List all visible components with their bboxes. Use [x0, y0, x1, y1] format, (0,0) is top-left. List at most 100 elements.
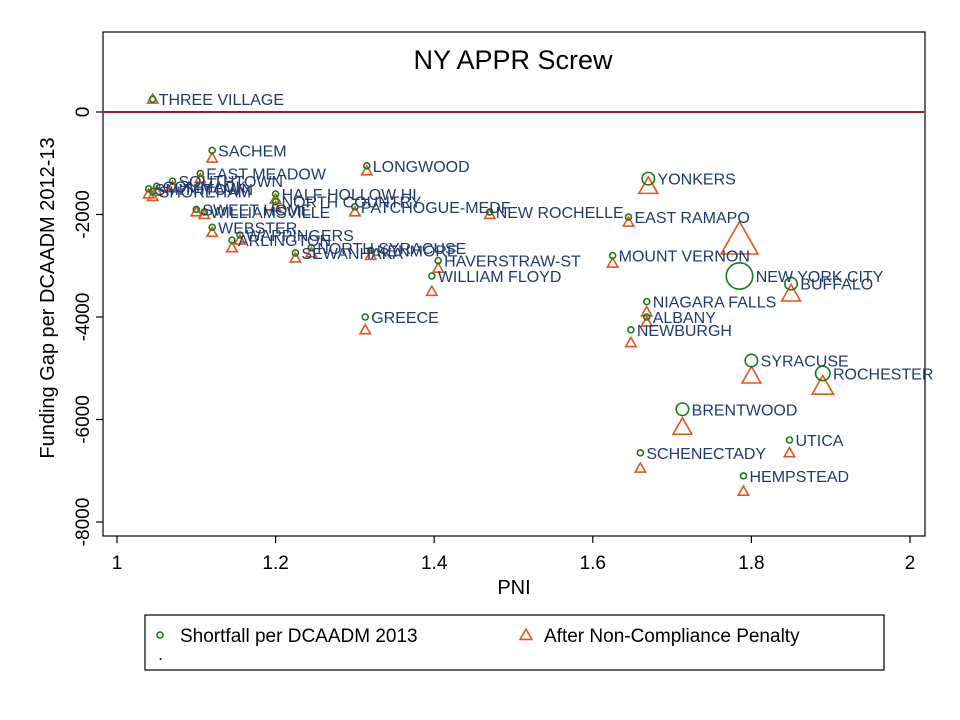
shortfall-point: [148, 95, 157, 103]
penalty-point: [269, 200, 283, 212]
penalty-point: [364, 248, 378, 261]
x-tick-label: 2: [905, 553, 916, 574]
shortfall-point: [784, 276, 799, 291]
shortfall-point: [366, 246, 375, 255]
shortfall-point: [200, 208, 209, 216]
point-label: EAST MEADOW: [206, 167, 327, 184]
point-label: SHOREHAM: [159, 184, 251, 201]
point-label: SCHENECTADY: [646, 446, 766, 463]
penalty-point: [225, 241, 239, 253]
y-tick-label: -6000: [73, 395, 94, 444]
point-label: HAVERSTRAW-ST: [444, 254, 581, 271]
point-label: UTICA: [795, 433, 843, 450]
y-axis: 0 -2000 -4000 -6000 -8000: [73, 107, 103, 547]
y-tick-label: -8000: [73, 498, 94, 547]
point-label: WEBSTER: [218, 220, 297, 237]
shortfall-point: [271, 190, 280, 198]
y-axis-title: Funding Gap per DCAADM 2012-13: [37, 137, 59, 458]
shortfall-point: [636, 449, 645, 457]
legend-box: [144, 614, 885, 671]
shortfall-point: [642, 313, 651, 321]
y-tick-label: 0: [73, 107, 94, 118]
shortfall-point: [608, 251, 617, 260]
point-label: SOUTHTOWN: [179, 174, 284, 191]
point-label: HEMPSTEAD: [749, 469, 849, 486]
point-label: SACHEM: [218, 143, 286, 160]
penalty-point: [637, 175, 660, 195]
legend-triangle-marker: [518, 627, 534, 641]
shortfall-point: [434, 256, 442, 265]
point-label: SMITHTOWN: [155, 182, 253, 199]
shortfall-point: [271, 197, 280, 206]
legend-label-penalty: After Non-Compliance Penalty: [544, 626, 800, 647]
point-label: BRENTWOOD: [692, 402, 798, 419]
shortfall-point: [627, 326, 635, 334]
x-tick-label: 1.4: [421, 553, 448, 574]
shortfall-point: [642, 297, 651, 306]
penalty-point: [624, 335, 638, 348]
x-tick-label: 1.8: [738, 553, 764, 574]
point-label: SYRACUSE: [761, 354, 849, 371]
x-axis: 1 1.2 1.4 1.6 1.8 2: [112, 536, 916, 574]
shortfall-point: [624, 213, 633, 221]
shortfall-point: [228, 236, 236, 244]
x-tick-label: 1.2: [262, 553, 288, 574]
data-marks: [142, 92, 835, 496]
point-label: YONKERS: [658, 172, 736, 189]
legend-label-extra: .: [158, 644, 163, 665]
penalty-point: [205, 151, 219, 163]
point-label: BUFFALO: [800, 277, 873, 294]
point-label: NEW YORK CITY: [756, 269, 884, 286]
penalty-point: [431, 261, 445, 274]
penalty-point: [810, 373, 835, 395]
point-label: NORTH SYRACUSE: [317, 241, 466, 258]
shortfall-point: [208, 146, 216, 155]
point-label: WILLIAM FLOYD: [438, 269, 562, 286]
point-label: NIAGARA FALLS: [653, 295, 777, 312]
plot-frame: [102, 31, 926, 537]
point-label: WILLIAMSVILLE: [210, 205, 330, 222]
shortfall-point: [725, 261, 754, 291]
point-label: THREE VILLAGE: [159, 92, 284, 109]
penalty-point: [288, 251, 303, 263]
shortfall-point: [351, 203, 359, 211]
penalty-point: [671, 416, 694, 436]
shortfall-point: [148, 187, 157, 196]
point-label: MOUNT VERNON: [619, 249, 750, 266]
penalty-point: [348, 205, 362, 217]
point-label: SWEET HOME: [202, 202, 311, 219]
penalty-point: [360, 164, 374, 176]
point-label: NEW ROCHELLE: [496, 205, 624, 222]
shortfall-point: [208, 223, 216, 232]
penalty-point: [621, 215, 636, 227]
x-tick-label: 1.6: [580, 553, 606, 574]
penalty-point: [640, 315, 654, 327]
penalty-point: [782, 446, 797, 458]
shortfall-point: [362, 162, 371, 170]
shortfall-point: [168, 177, 177, 185]
point-label: PATCHOGUE-MEDF: [361, 200, 511, 217]
penalty-point: [633, 461, 647, 473]
legend-circle-marker: [156, 631, 164, 639]
point-labels: THREE VILLAGE SACHEM LONGWOOD EAST MEADOWSO…: [155, 92, 934, 486]
penalty-point: [189, 205, 203, 217]
shortfall-point: [744, 353, 759, 368]
point-label: SEWANHAKA: [301, 246, 403, 263]
x-tick-label: 1: [112, 553, 123, 574]
shortfall-point: [236, 231, 244, 239]
legend: Shortfall per DCAADM 2013 After Non-Comp…: [144, 614, 885, 671]
penalty-point: [193, 171, 207, 184]
point-label: ARLINGTON: [238, 233, 331, 250]
point-label: LONGWOOD: [373, 159, 470, 176]
penalty-point: [304, 246, 318, 258]
point-label: NORTH COUNTRY: [282, 195, 422, 212]
penalty-point: [165, 179, 180, 192]
point-label: NEWBURGH: [637, 323, 732, 340]
chart-title: NY APPR Screw: [413, 45, 613, 75]
penalty-point: [146, 189, 160, 202]
shortfall-point: [307, 244, 316, 252]
point-label: COMMACK: [163, 179, 247, 196]
legend-label-shortfall: Shortfall per DCAADM 2013: [180, 626, 418, 647]
point-label: KENMORE: [377, 243, 458, 260]
